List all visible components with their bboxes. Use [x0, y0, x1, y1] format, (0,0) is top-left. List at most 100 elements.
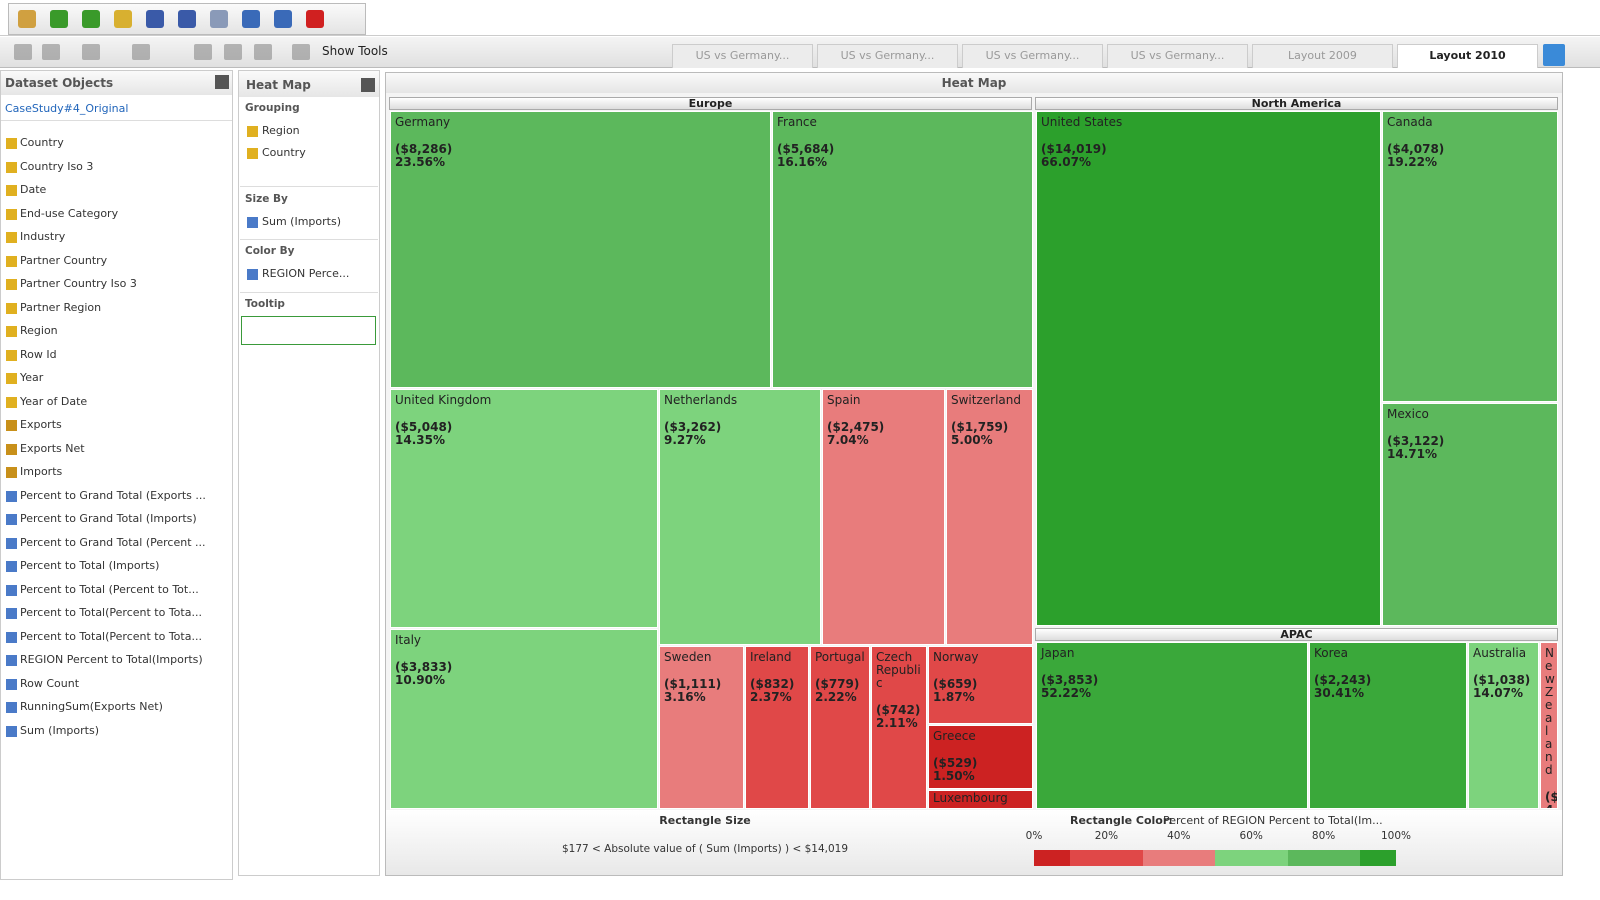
panel-header	[1, 71, 232, 95]
object-icon	[6, 326, 17, 337]
dataset-object[interactable]: Exports Net	[20, 441, 85, 455]
tab[interactable]: Layout 2010	[1397, 44, 1538, 68]
heatmap-cell[interactable]: Italy ($3,833) 10.90%	[390, 629, 658, 809]
heatmap-cell[interactable]: Sweden ($1,111) 3.16%	[659, 646, 744, 809]
heatmap-cell[interactable]: Ireland ($832) 2.37%	[745, 646, 809, 809]
heatmap-cell[interactable]: Australia ($1,038) 14.07%	[1468, 642, 1539, 809]
heatmap-cell[interactable]: Greece ($529) 1.50%	[928, 725, 1033, 789]
dataset-object[interactable]: RunningSum(Exports Net)	[20, 700, 163, 713]
tab[interactable]: US vs Germany...	[1107, 44, 1248, 68]
object-icon	[6, 396, 17, 408]
cell-percent: 14.35%	[395, 433, 445, 447]
heatmap-cell[interactable]: Netherlands ($3,262) 9.27%	[659, 389, 821, 645]
object-icon	[6, 702, 17, 713]
cell-percent: 23.56%	[395, 155, 445, 169]
heatmap-cell[interactable]: Norway ($659) 1.87%	[928, 646, 1033, 724]
dataset-object[interactable]: Partner Country	[20, 253, 108, 267]
tool-button[interactable]	[254, 44, 272, 60]
section-item[interactable]: Region	[262, 124, 300, 137]
heatmap-cell[interactable]: Germany ($8,286) 23.56%	[390, 111, 771, 388]
object-icon	[6, 255, 17, 267]
heatmap-cell[interactable]: Switzerland ($1,759) 5.00%	[946, 389, 1033, 645]
dataset-object[interactable]: Percent to Total(Percent to Tota...	[20, 629, 202, 643]
dataset-object[interactable]: Exports	[20, 418, 62, 431]
tool-button[interactable]	[42, 44, 60, 60]
dataset-object[interactable]: Row Count	[20, 676, 80, 690]
cell-percent: 14.07%	[1473, 686, 1523, 700]
dataset-object[interactable]: Percent to Total (Imports)	[20, 559, 160, 572]
section-item[interactable]: REGION Perce...	[262, 267, 350, 280]
toolbar-button[interactable]	[18, 10, 36, 28]
tooltip-input[interactable]	[241, 316, 376, 345]
dataset-object[interactable]: Percent to Grand Total (Imports)	[20, 512, 197, 525]
section-label: Grouping	[245, 102, 300, 114]
toolbar-button[interactable]	[82, 10, 100, 28]
heatmap-cell[interactable]: Spain ($2,475) 7.04%	[822, 389, 945, 645]
tool-button[interactable]	[14, 44, 32, 60]
heatmap-cell[interactable]: France ($5,684) 16.16%	[772, 111, 1033, 388]
dataset-object[interactable]: Row Id	[20, 347, 57, 361]
cell-name: Mexico	[1387, 407, 1429, 421]
dataset-object[interactable]: Country	[20, 136, 64, 149]
tab[interactable]: US vs Germany...	[962, 44, 1103, 68]
dataset-object[interactable]: REGION Percent to Total(Imports)	[20, 653, 203, 666]
tab[interactable]: US vs Germany...	[817, 44, 958, 68]
dataset-source[interactable]: CaseStudy#4_Original	[5, 102, 129, 115]
heatmap-cell[interactable]: Luxembourg	[928, 790, 1033, 809]
heatmap-cell[interactable]: Mexico ($3,122) 14.71%	[1382, 403, 1558, 626]
legend-swatch	[1215, 850, 1288, 866]
dataset-object[interactable]: Percent to Total (Percent to Tot...	[20, 582, 199, 596]
cell-name: Ireland	[750, 650, 792, 664]
tool-button[interactable]	[292, 44, 310, 60]
dataset-object[interactable]: Percent to Total(Percent to Tota...	[20, 606, 202, 619]
tool-button[interactable]	[82, 44, 100, 60]
toolbar-button[interactable]	[242, 10, 260, 28]
section-item[interactable]: Sum (Imports)	[262, 215, 341, 228]
tab[interactable]: Layout 2009	[1252, 44, 1393, 68]
tool-button[interactable]	[224, 44, 242, 60]
close-button[interactable]	[215, 75, 229, 89]
dataset-object[interactable]: Sum (Imports)	[20, 723, 99, 737]
object-icon	[6, 420, 17, 431]
legend-tick: 60%	[1239, 830, 1263, 842]
cell-amount: ($8,286)	[395, 142, 453, 156]
toolbar-button[interactable]	[50, 10, 68, 28]
dataset-object[interactable]: Partner Country Iso 3	[20, 277, 137, 290]
dataset-object[interactable]: Year	[20, 371, 44, 384]
object-icon	[6, 631, 17, 643]
dataset-object[interactable]: Region	[20, 324, 58, 337]
heatmap-cell[interactable]: New Zealand ($243)	[1540, 642, 1558, 809]
dataset-object[interactable]: Percent to Grand Total (Exports ...	[20, 488, 206, 502]
toolbar-button[interactable]	[146, 10, 164, 28]
divider	[1, 120, 232, 121]
dataset-object[interactable]: Industry	[20, 230, 66, 243]
heatmap-cell[interactable]: United States ($14,019) 66.07%	[1036, 111, 1381, 626]
tab[interactable]: US vs Germany...	[672, 44, 813, 68]
show-tools[interactable]: Show Tools	[322, 44, 388, 58]
dataset-object[interactable]: Percent to Grand Total (Percent ...	[20, 535, 206, 549]
close-button[interactable]	[361, 78, 375, 92]
add-tab[interactable]	[1543, 44, 1565, 66]
heatmap-cell[interactable]: Portugal ($779) 2.22%	[810, 646, 870, 809]
heatmap-cell[interactable]: Japan ($3,853) 52.22%	[1036, 642, 1308, 809]
section-item[interactable]: Country	[262, 146, 306, 159]
tool-button[interactable]	[132, 44, 150, 60]
heatmap-cell[interactable]: Korea ($2,243) 30.41%	[1309, 642, 1467, 809]
dataset-object[interactable]: Date	[20, 183, 47, 196]
object-icon	[6, 373, 17, 384]
toolbar-button[interactable]	[114, 10, 132, 28]
dataset-object[interactable]: Partner Region	[20, 300, 102, 314]
toolbar-button[interactable]	[210, 10, 228, 28]
dataset-object[interactable]: Imports	[20, 465, 63, 478]
heatmap-cell[interactable]: Canada ($4,078) 19.22%	[1382, 111, 1558, 402]
dataset-object[interactable]: Country Iso 3	[20, 159, 94, 173]
toolbar-button[interactable]	[306, 10, 324, 28]
toolbar-button[interactable]	[178, 10, 196, 28]
dataset-object[interactable]: End-use Category	[20, 206, 119, 220]
tool-button[interactable]	[194, 44, 212, 60]
dataset-object[interactable]: Year of Date	[20, 394, 88, 408]
heatmap-cell[interactable]: United Kingdom ($5,048) 14.35%	[390, 389, 658, 628]
heatmap-cell[interactable]: Czech Republic ($742) 2.11%	[871, 646, 927, 809]
toolbar-button[interactable]	[274, 10, 292, 28]
